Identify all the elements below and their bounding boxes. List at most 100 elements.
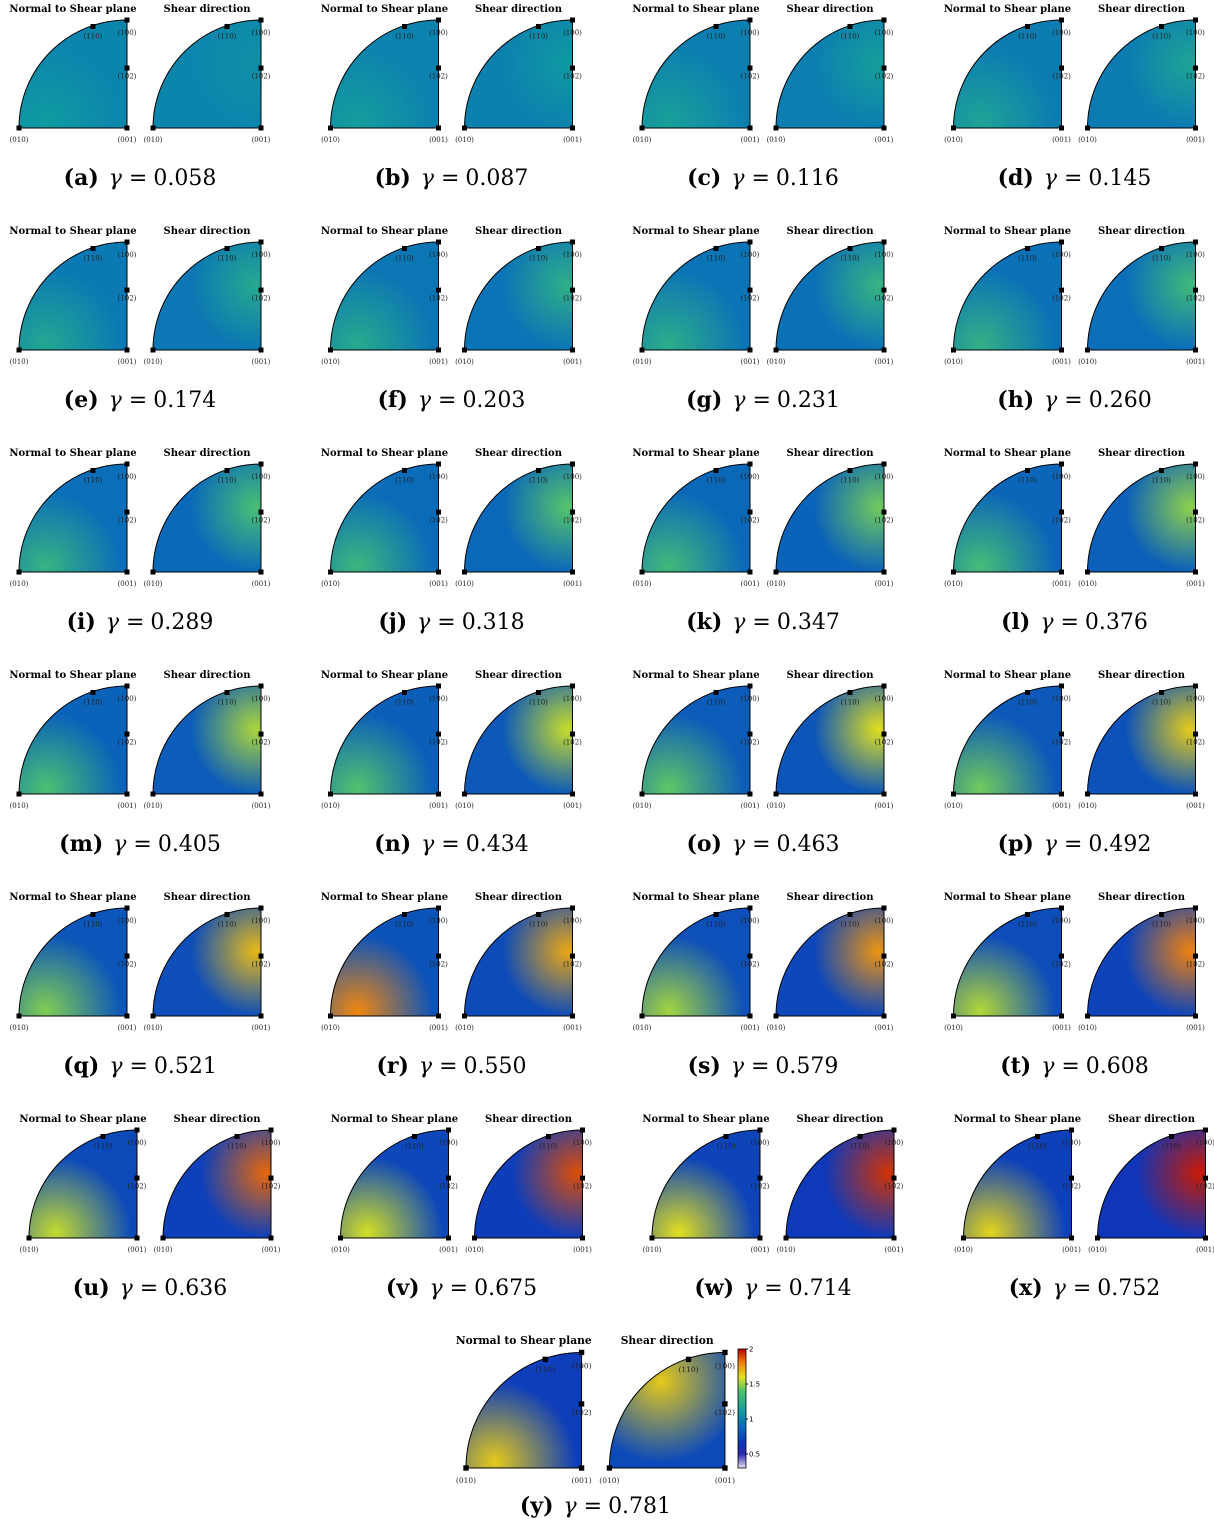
caption: (m) γ = 0.405 bbox=[59, 831, 221, 857]
plot-title: Shear direction bbox=[164, 670, 252, 681]
pole-marker bbox=[258, 569, 264, 575]
pole-marker bbox=[446, 1235, 451, 1241]
plot-title: Normal to Shear plane bbox=[944, 670, 1071, 681]
pole-marker bbox=[1085, 125, 1090, 131]
pole-marker bbox=[881, 461, 887, 467]
plot-title: Shear direction bbox=[787, 448, 875, 459]
pole-marker bbox=[338, 1235, 343, 1241]
pole-label: (100) bbox=[429, 695, 448, 703]
pole-marker bbox=[463, 1465, 469, 1471]
pole-marker bbox=[747, 509, 753, 515]
pole-marker bbox=[1059, 1013, 1064, 1019]
pole-marker bbox=[224, 245, 230, 251]
pole-marker bbox=[258, 1013, 264, 1019]
panel-label: (e) bbox=[64, 387, 99, 413]
plot-title: Normal to Shear plane bbox=[456, 1334, 592, 1347]
caption: (p) γ = 0.492 bbox=[998, 831, 1152, 857]
pole-label: (100) bbox=[875, 695, 894, 703]
pole-marker bbox=[258, 683, 264, 689]
panel-label: (p) bbox=[998, 831, 1034, 857]
caption: (v) γ = 0.675 bbox=[386, 1275, 537, 1301]
pole-label: (010) bbox=[154, 1246, 173, 1254]
pole-figure bbox=[463, 19, 573, 129]
pole-label: (001) bbox=[741, 802, 760, 810]
pole-marker bbox=[1024, 23, 1030, 29]
caption: (k) γ = 0.347 bbox=[686, 609, 840, 635]
pole-marker bbox=[535, 911, 541, 917]
panel-label: (h) bbox=[997, 387, 1034, 413]
pole-label: (010) bbox=[144, 580, 163, 588]
pole-marker bbox=[1059, 239, 1064, 245]
pole-label: (010) bbox=[144, 136, 163, 144]
pole-marker bbox=[1059, 287, 1064, 293]
gamma-value: 0.608 bbox=[1086, 1054, 1149, 1079]
pole-marker bbox=[328, 347, 333, 353]
pole-label: (001) bbox=[563, 1024, 582, 1032]
plot-title: Normal to Shear plane bbox=[642, 1114, 769, 1125]
pole-label: (010) bbox=[1078, 580, 1097, 588]
gamma-value: 0.203 bbox=[462, 388, 525, 413]
pole-label: (100) bbox=[875, 251, 894, 259]
pole-label: (010) bbox=[1078, 136, 1097, 144]
pole-label: (100) bbox=[1052, 917, 1071, 925]
plot-title: Shear direction bbox=[1098, 892, 1186, 903]
pole-marker bbox=[757, 1127, 763, 1133]
pole-label: (102) bbox=[429, 738, 448, 746]
pole-marker bbox=[1193, 731, 1198, 737]
pole-marker bbox=[401, 245, 407, 251]
pole-label: (010) bbox=[1078, 358, 1097, 366]
pole-label: (100) bbox=[741, 29, 760, 37]
pole-label: (010) bbox=[944, 358, 963, 366]
pole-marker bbox=[150, 791, 156, 797]
pole-marker bbox=[436, 17, 441, 23]
plot-title: Shear direction bbox=[164, 4, 252, 15]
pole-label: (010) bbox=[767, 580, 786, 588]
pole-label: (010) bbox=[455, 358, 474, 366]
pole-label: (102) bbox=[118, 72, 137, 80]
plot-title: Normal to Shear plane bbox=[321, 448, 448, 459]
pole-label: (100) bbox=[715, 1362, 735, 1371]
pole-marker bbox=[1158, 467, 1164, 473]
pole-marker bbox=[401, 23, 407, 29]
pole-label: (001) bbox=[741, 1024, 760, 1032]
pole-label: (100) bbox=[563, 251, 582, 259]
pole-marker bbox=[1158, 911, 1164, 917]
pole-label: (110) bbox=[228, 1142, 247, 1150]
pole-marker bbox=[542, 1356, 548, 1363]
pole-marker bbox=[881, 953, 887, 959]
pole-figure bbox=[329, 19, 439, 129]
pole-figure bbox=[152, 685, 262, 795]
pole-label: (102) bbox=[563, 516, 582, 524]
gamma-value: 0.636 bbox=[164, 1276, 227, 1301]
pole-label: (110) bbox=[1018, 920, 1037, 928]
pole-marker bbox=[124, 17, 130, 23]
pole-label: (001) bbox=[429, 1024, 448, 1032]
pole-marker bbox=[1059, 125, 1064, 131]
gamma-value: 0.714 bbox=[789, 1276, 852, 1301]
pole-label: (110) bbox=[529, 32, 548, 40]
pole-label: (001) bbox=[118, 136, 137, 144]
pole-label: (100) bbox=[252, 695, 271, 703]
pole-marker bbox=[1193, 125, 1198, 131]
pole-label: (001) bbox=[1052, 802, 1071, 810]
gamma-prefix: γ = bbox=[1040, 610, 1079, 635]
pole-label: (110) bbox=[218, 698, 237, 706]
pole-figure bbox=[473, 1129, 583, 1239]
pole-label: (110) bbox=[717, 1142, 736, 1150]
pole-label: (100) bbox=[1186, 473, 1205, 481]
pole-marker bbox=[881, 65, 887, 71]
pole-figure bbox=[162, 1129, 272, 1239]
pole-marker bbox=[401, 467, 407, 473]
colorbar-tick-label: 2 bbox=[749, 1346, 753, 1354]
panel-label: (r) bbox=[377, 1053, 409, 1079]
pole-marker bbox=[16, 791, 22, 797]
gamma-value: 0.550 bbox=[464, 1054, 527, 1079]
pole-label: (110) bbox=[529, 698, 548, 706]
plot-title: Normal to Shear plane bbox=[9, 4, 136, 15]
pole-label: (102) bbox=[118, 738, 137, 746]
pole-label: (100) bbox=[118, 917, 137, 925]
pole-label: (010) bbox=[456, 1476, 476, 1485]
pole-label: (110) bbox=[218, 920, 237, 928]
pole-label: (010) bbox=[767, 136, 786, 144]
pole-label: (001) bbox=[252, 358, 271, 366]
